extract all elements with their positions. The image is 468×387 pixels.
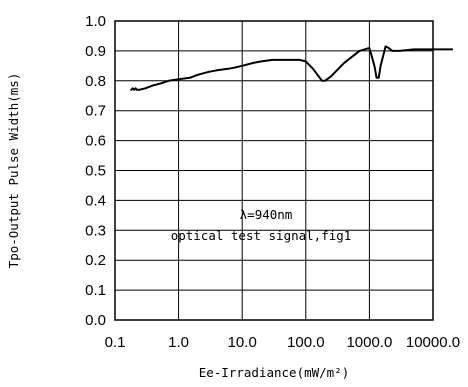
y-tick-label: 0.9 — [85, 43, 106, 60]
x-tick-label: 100.0 — [287, 334, 325, 351]
y-tick-label: 0.3 — [85, 222, 106, 239]
y-tick-label: 0.2 — [85, 252, 106, 269]
x-tick-label: 10000.0 — [406, 334, 460, 351]
series-line-1 — [130, 45, 454, 91]
y-tick-label: 1.0 — [85, 13, 106, 30]
y-tick-label: 0.8 — [85, 73, 106, 90]
y-tick-label: 0.1 — [85, 282, 106, 299]
annotation-wavelength: λ=940nm — [240, 207, 293, 222]
y-tick-label: 0.7 — [85, 103, 106, 120]
y-tick-label: 0.5 — [85, 163, 106, 180]
annotation-test-signal: optical test signal,fig1 — [171, 228, 352, 243]
y-tick-label: 0.6 — [85, 133, 106, 150]
x-tick-label: 1000.0 — [346, 334, 392, 351]
y-axis-label: Tpo-Output Pulse Width(ms) — [6, 73, 21, 269]
y-tick-label: 0.0 — [85, 312, 106, 329]
x-axis-label: Ee-Irradiance(mW/m²) — [199, 365, 350, 380]
x-tick-label: 10.0 — [228, 334, 257, 351]
plot-area-border — [114, 20, 434, 321]
series-layer — [130, 45, 454, 91]
x-tick-label: 1.0 — [168, 334, 189, 351]
x-tick-label: 0.1 — [105, 334, 126, 351]
tick-labels: 0.1 1.0 10.0 100.0 1000.0 10000.0 0.0 0.1 0.2 0.3… — [85, 13, 460, 351]
y-tick-label: 0.4 — [85, 192, 106, 209]
